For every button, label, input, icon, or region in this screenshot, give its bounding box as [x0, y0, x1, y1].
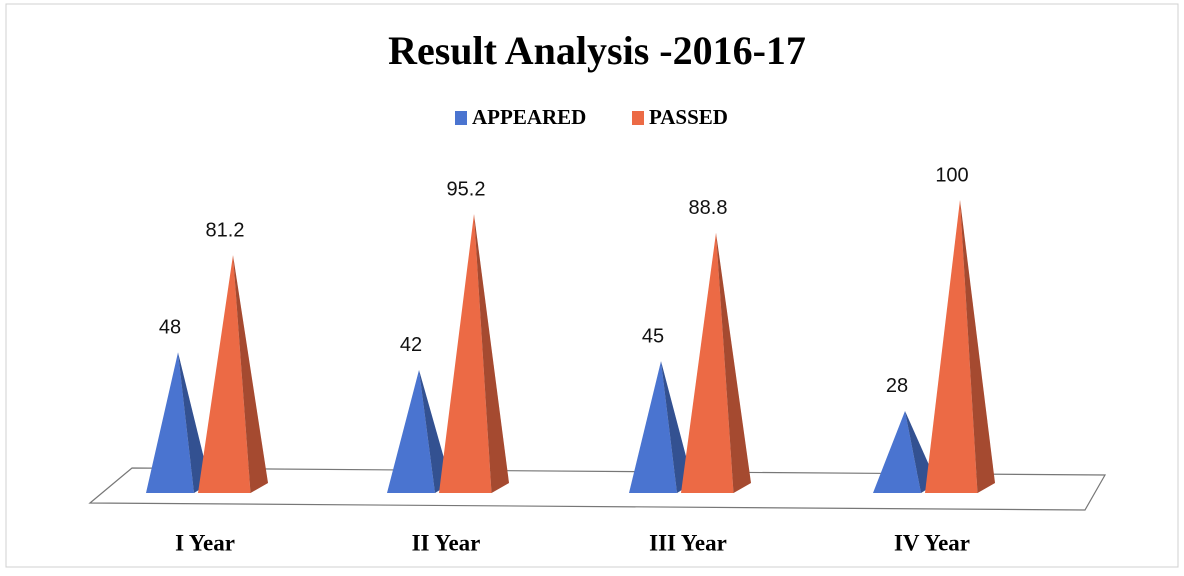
pyramid: [681, 232, 751, 494]
pyramid-front: [629, 361, 677, 493]
legend-label: APPEARED: [472, 105, 586, 129]
pyramid-side: [233, 255, 268, 493]
pyramid-side: [178, 352, 210, 493]
pyramid-front: [439, 214, 492, 493]
legend-label: PASSED: [649, 105, 728, 129]
x-tick-label: I Year: [175, 530, 235, 555]
data-label: 48: [159, 317, 181, 339]
pyramid: [146, 352, 210, 493]
pyramid: [198, 255, 268, 493]
data-label: 100: [935, 164, 968, 186]
data-label: 42: [400, 334, 422, 356]
pyramid-side: [716, 232, 751, 494]
data-label: 45: [642, 325, 664, 347]
chart-title: Result Analysis -2016-17: [388, 28, 806, 73]
legend-swatch: [632, 111, 644, 125]
data-label: 95.2: [447, 178, 486, 200]
pyramid-shade: [178, 352, 210, 493]
pyramid-front: [873, 410, 921, 493]
floor: [88, 467, 1107, 511]
data-label: 81.2: [206, 219, 245, 241]
pyramid-shade: [661, 361, 693, 493]
pyramid: [439, 214, 509, 493]
x-tick-label: III Year: [649, 530, 727, 555]
pyramid: [925, 200, 995, 493]
data-label: 28: [886, 375, 908, 397]
pyramid-front: [387, 369, 435, 493]
pyramid-front: [198, 255, 251, 493]
pyramid-side: [960, 200, 995, 493]
x-tick-label: II Year: [412, 530, 481, 555]
pyramid-shade: [960, 200, 995, 493]
pyramid-shade: [716, 232, 751, 494]
pyramid: [629, 361, 693, 493]
legend-swatch: [455, 111, 467, 125]
pyramid-side: [661, 361, 693, 493]
pyramid-shade: [474, 214, 509, 493]
data-label: 88.8: [689, 197, 728, 219]
pyramid-side: [474, 214, 509, 493]
x-tick-label: IV Year: [894, 530, 970, 555]
pyramid-shade: [233, 255, 268, 493]
